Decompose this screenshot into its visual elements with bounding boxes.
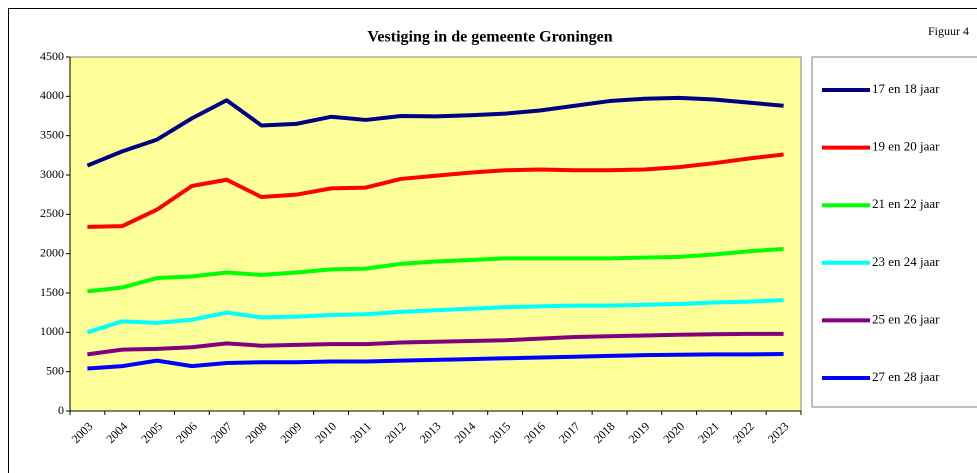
legend-box — [811, 56, 977, 408]
y-tick-label: 1500 — [40, 285, 64, 299]
y-tick-label: 3000 — [40, 167, 64, 181]
y-tick-label: 1000 — [40, 324, 64, 338]
y-tick-label: 3500 — [40, 127, 64, 141]
figure-label: Figuur 4 — [928, 24, 969, 38]
chart-title: Vestiging in de gemeente Groningen — [367, 29, 612, 46]
series-line — [86, 95, 784, 168]
series-line — [86, 298, 784, 335]
y-tick-label: 0 — [58, 403, 64, 417]
legend-label: 23 en 24 jaar — [872, 254, 940, 269]
legend-label: 27 en 28 jaar — [872, 369, 940, 384]
y-tick-label: 4000 — [40, 88, 64, 102]
series-line — [87, 351, 784, 371]
series-line — [87, 246, 784, 294]
y-tick-label: 2500 — [40, 206, 64, 220]
legend-label: 21 en 22 jaar — [872, 196, 940, 211]
series-line — [87, 331, 784, 357]
y-tick-label: 4500 — [40, 49, 64, 63]
legend-label: 19 en 20 jaar — [872, 139, 940, 154]
y-tick-label: 2000 — [40, 245, 64, 259]
legend-label: 17 en 18 jaar — [872, 81, 940, 96]
y-tick-label: 500 — [46, 363, 64, 377]
series-line — [87, 152, 784, 229]
legend-label: 25 en 26 jaar — [872, 311, 940, 326]
